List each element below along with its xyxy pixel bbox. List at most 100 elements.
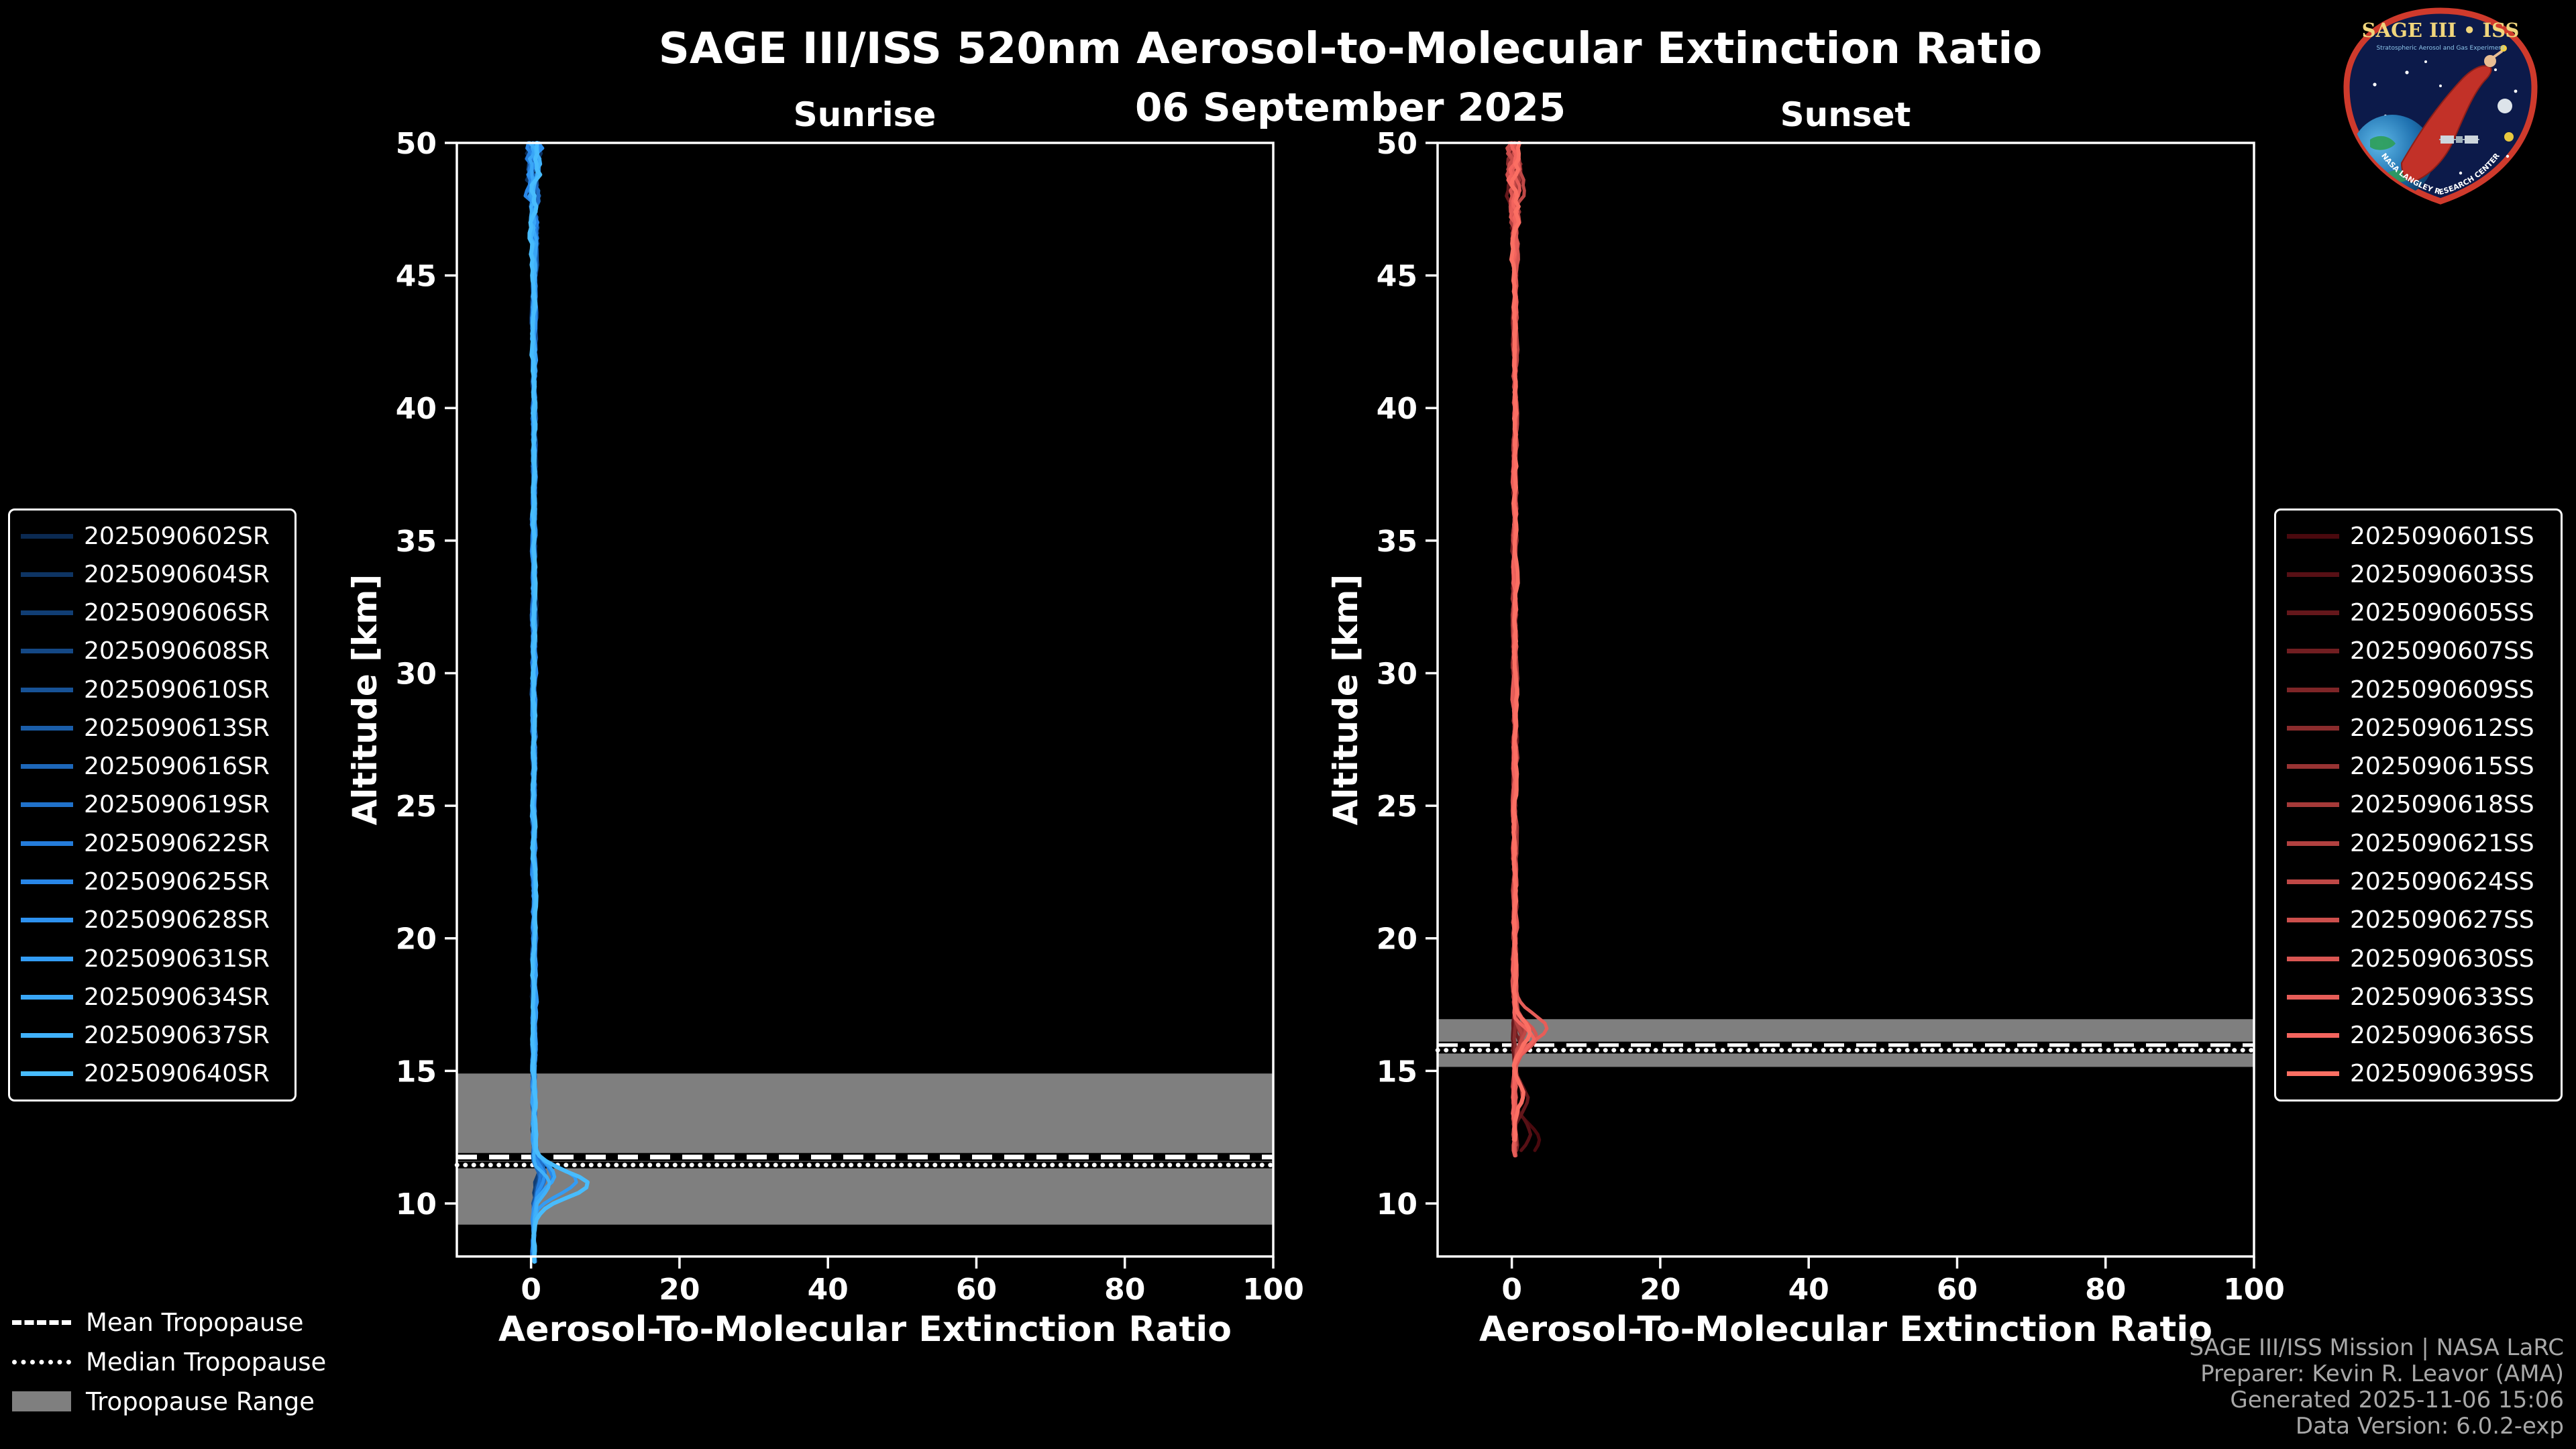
profile-2025090627SS — [1505, 141, 1532, 1142]
legend-label: 2025090605SS — [2350, 599, 2534, 627]
legend-label: 2025090628SR — [84, 906, 270, 934]
legend-line-swatch — [21, 572, 73, 577]
legend-line-swatch — [2287, 533, 2339, 539]
dotted-line-swatch — [12, 1359, 71, 1364]
legend-label: 2025090640SR — [84, 1060, 270, 1088]
legend-item: 2025090604SR — [15, 555, 289, 593]
legend-item: 2025090610SR — [15, 671, 289, 708]
credit-mission: SAGE III/ISS Mission | NASA LaRC — [2189, 1334, 2564, 1361]
x-tick-label: 100 — [2223, 1273, 2285, 1307]
legend-label: 2025090621SS — [2350, 829, 2534, 857]
y-tick-label: 35 — [1377, 525, 1417, 559]
legend-label: 2025090639SS — [2350, 1060, 2534, 1088]
tropopause-legend: Mean Tropopause Median Tropopause Tropop… — [12, 1307, 326, 1417]
page-title: SAGE III/ISS 520nm Aerosol-to-Molecular … — [658, 24, 2043, 74]
legend-label: 2025090631SR — [84, 945, 270, 973]
legend-line-swatch — [2287, 572, 2339, 577]
legend-label: 2025090619SR — [84, 791, 270, 819]
legend-item: 2025090615SS — [2282, 748, 2555, 786]
legend-line-swatch — [2287, 994, 2339, 1000]
legend-line-swatch — [21, 725, 73, 731]
legend-label: 2025090627SS — [2350, 906, 2534, 934]
legend-line-swatch — [2287, 802, 2339, 808]
legend-line-swatch — [21, 994, 73, 1000]
legend-item: 2025090634SR — [15, 978, 289, 1016]
legend-label: 2025090606SR — [84, 599, 270, 627]
legend-item: 2025090613SR — [15, 709, 289, 747]
legend-line-swatch — [21, 610, 73, 616]
legend-label: 2025090601SS — [2350, 522, 2534, 550]
legend-line-swatch — [2287, 918, 2339, 923]
legend-line-swatch — [2287, 649, 2339, 654]
x-tick-label: 60 — [956, 1273, 997, 1307]
legend-label: 2025090624SS — [2350, 868, 2534, 896]
y-tick-label: 30 — [396, 657, 437, 691]
x-tick-label: 0 — [521, 1273, 541, 1307]
x-tick-label: 100 — [1242, 1273, 1304, 1307]
legend-item: 2025090607SS — [2282, 633, 2555, 670]
legend-item: 2025090621SS — [2282, 824, 2555, 862]
legend-item: 2025090609SS — [2282, 671, 2555, 708]
legend-item: 2025090627SS — [2282, 902, 2555, 939]
legend-item: 2025090624SS — [2282, 863, 2555, 901]
credit-generated: Generated 2025-11-06 15:06 — [2230, 1387, 2564, 1413]
x-tick-label: 20 — [659, 1273, 700, 1307]
legend-item: 2025090616SR — [15, 748, 289, 786]
y-tick-label: 10 — [1377, 1187, 1417, 1222]
legend-line-swatch — [2287, 725, 2339, 731]
figure-icon — [2400, 65, 2492, 182]
logo-title: SAGE III • ISS — [2362, 19, 2520, 42]
y-axis-label-sunset: Altitude [km] — [1326, 574, 1365, 826]
legend-line-swatch — [21, 879, 73, 885]
legend-line-swatch — [2287, 1071, 2339, 1077]
sun-icon — [2504, 132, 2514, 142]
panel-title-sunset: Sunset — [1780, 95, 1911, 134]
legend-label: 2025090610SR — [84, 676, 270, 704]
panel-title-sunrise: Sunrise — [793, 95, 936, 134]
legend-item: 2025090631SR — [15, 940, 289, 977]
legend-line-swatch — [21, 956, 73, 961]
credit-preparer: Preparer: Kevin R. Leavor (AMA) — [2200, 1360, 2564, 1387]
legend-item: 2025090630SS — [2282, 940, 2555, 977]
x-tick-label: 40 — [1788, 1273, 1829, 1307]
iss-icon — [2439, 136, 2479, 144]
y-axis-label-sunrise: Altitude [km] — [345, 574, 384, 826]
median-tropopause-label: Median Tropopause — [86, 1347, 327, 1377]
legend-item: 2025090640SR — [15, 1055, 289, 1093]
legend-item: 2025090628SR — [15, 902, 289, 939]
plot-frame — [455, 142, 1275, 1258]
y-tick-label: 45 — [1377, 260, 1417, 294]
tropopause-range-band — [457, 1073, 1273, 1225]
legend-item: 2025090605SS — [2282, 594, 2555, 632]
mission-patch-logo: SAGE III • ISS Stratospheric Aerosol and… — [2340, 5, 2541, 207]
legend-sunset-events: 2025090601SS 2025090603SS 2025090605SS 2025… — [2274, 508, 2563, 1102]
legend-item: 2025090633SS — [2282, 978, 2555, 1016]
legend-line-swatch — [21, 687, 73, 692]
legend-label: 2025090603SS — [2350, 560, 2534, 588]
legend-item: 2025090612SS — [2282, 709, 2555, 747]
x-tick-label: 40 — [808, 1273, 849, 1307]
x-tick-label: 80 — [2085, 1273, 2126, 1307]
y-tick-label: 20 — [396, 922, 437, 957]
logo-subtitle: Stratospheric Aerosol and Gas Experiment — [2376, 45, 2505, 52]
y-tick-label: 35 — [396, 525, 437, 559]
legend-label: 2025090604SR — [84, 560, 270, 588]
date-subtitle: 06 September 2025 — [1134, 85, 1566, 130]
y-tick-label: 40 — [396, 392, 437, 426]
legend-line-swatch — [2287, 879, 2339, 885]
y-tick-label: 30 — [1377, 657, 1417, 691]
profile-2025090640SR — [527, 141, 590, 1264]
x-axis-label-sunrise: Aerosol-To-Molecular Extinction Ratio — [498, 1309, 1232, 1350]
legend-item: 2025090625SR — [15, 863, 289, 901]
legend-line-swatch — [21, 1033, 73, 1038]
legend-item: 2025090622SR — [15, 824, 289, 862]
y-tick-label: 15 — [1377, 1055, 1417, 1089]
x-tick-label: 60 — [1937, 1273, 1978, 1307]
y-tick-label: 25 — [396, 790, 437, 824]
x-tick-label: 20 — [1640, 1273, 1680, 1307]
legend-label: 2025090608SR — [84, 637, 270, 665]
y-tick-label: 15 — [396, 1055, 437, 1089]
x-tick-label: 80 — [1104, 1273, 1145, 1307]
legend-line-swatch — [2287, 687, 2339, 692]
y-tick-label: 25 — [1377, 790, 1417, 824]
